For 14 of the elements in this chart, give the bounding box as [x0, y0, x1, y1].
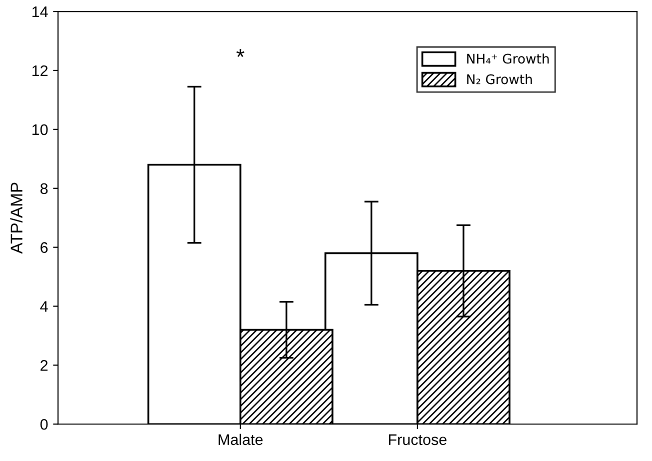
- y-tick-label: 4: [40, 301, 48, 312]
- y-tick-label: 2: [40, 360, 48, 371]
- y-tick-label: 14: [32, 6, 48, 18]
- legend-label: NH₄⁺ Growth: [467, 53, 549, 64]
- y-tick-label: 8: [40, 183, 48, 194]
- y-tick-label: 12: [32, 65, 48, 76]
- x-tick-label: Malate: [218, 434, 263, 446]
- y-axis-title: ATP/AMP: [10, 182, 22, 254]
- x-tick-label: Fructose: [388, 434, 446, 446]
- y-tick-label: 0: [40, 418, 48, 430]
- y-tick-label: 10: [32, 124, 48, 136]
- annotation: *: [236, 49, 244, 57]
- legend-label: N₂ Growth: [467, 74, 532, 84]
- y-tick-label: 6: [40, 242, 48, 253]
